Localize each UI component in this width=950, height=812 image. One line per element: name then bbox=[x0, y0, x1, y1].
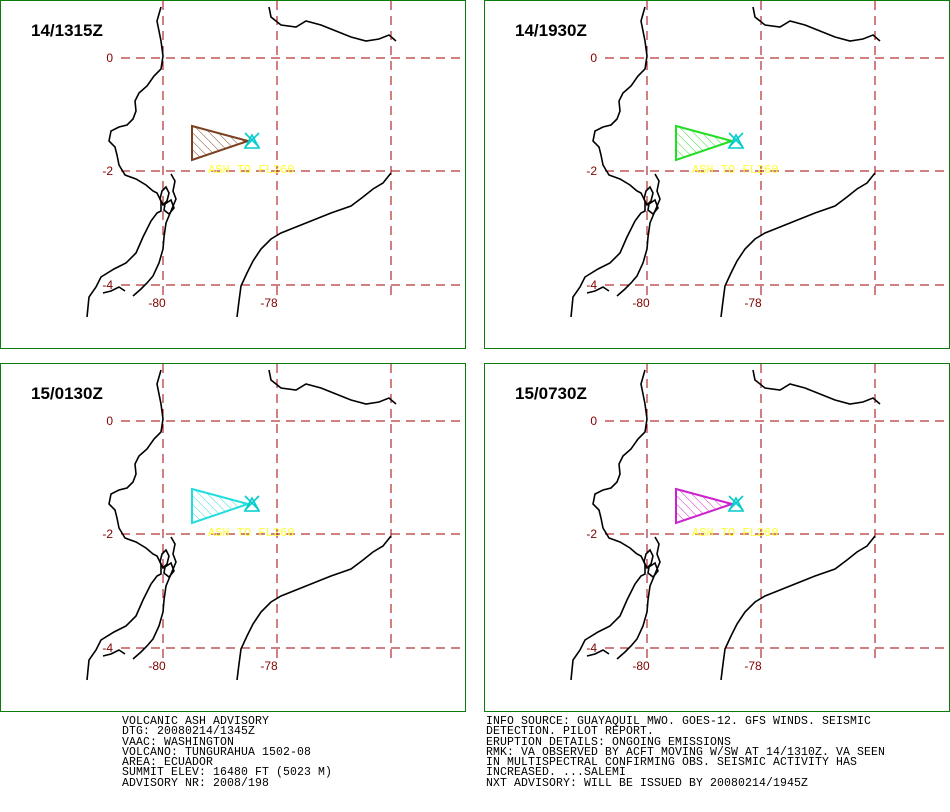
map-canvas: 0 -2 -4 -80 -78 ASH TO FL260 bbox=[86, 364, 465, 681]
latitude-label: -4 bbox=[586, 641, 597, 655]
advisory-line: VOLCANIC ASH ADVISORY bbox=[122, 715, 270, 728]
coastline-segment bbox=[586, 286, 610, 294]
coastline bbox=[86, 6, 397, 318]
longitude-label: -80 bbox=[148, 296, 166, 310]
coastline-segment bbox=[268, 369, 397, 405]
ash-cloud-polygon bbox=[675, 487, 736, 525]
map-canvas: 0 -2 -4 -80 -78 ASH TO FL260 bbox=[86, 1, 465, 318]
forecast-time-label: 14/1930Z bbox=[515, 21, 587, 40]
latitude-label: 0 bbox=[106, 51, 113, 65]
advisory-remarks-text: INFO SOURCE: GUAYAQUIL MWO. GOES-12. GFS… bbox=[486, 715, 886, 790]
coastline-segment bbox=[236, 172, 392, 318]
ash-cloud-polygon bbox=[191, 487, 252, 525]
ash-altitude-label: ASH TO FL260 bbox=[208, 526, 294, 540]
ash-altitude-label: ASH TO FL260 bbox=[692, 526, 778, 540]
coastline-segment bbox=[236, 535, 392, 681]
coastline-segment bbox=[132, 173, 177, 297]
island bbox=[163, 561, 175, 579]
advisory-line: ADVISORY NR: 2008/198 bbox=[122, 776, 270, 790]
advisory-line: DTG: 20080214/1345Z bbox=[122, 725, 256, 739]
longitude-label: -80 bbox=[148, 659, 166, 673]
latitude-label: -2 bbox=[102, 527, 113, 541]
coastline-segment bbox=[86, 369, 164, 681]
coastline-segment bbox=[132, 536, 177, 660]
coastline bbox=[570, 6, 881, 318]
latitude-label: -2 bbox=[586, 164, 597, 178]
island bbox=[643, 548, 654, 570]
latitude-label: -4 bbox=[102, 278, 113, 292]
volcano-triangle-icon bbox=[727, 495, 745, 512]
latitude-label: -4 bbox=[586, 278, 597, 292]
coastline bbox=[570, 369, 881, 681]
coastline-segment bbox=[102, 649, 126, 657]
map-panel-2: 0 -2 -4 -80 -78 ASH TO FL260 14/1930Z bbox=[484, 0, 950, 349]
coastline-segment bbox=[720, 172, 876, 318]
advisory-line: NXT ADVISORY: WILL BE ISSUED BY 20080214… bbox=[486, 776, 809, 790]
advisory-line: VAAC: WASHINGTON bbox=[122, 735, 235, 749]
longitude-label: -80 bbox=[632, 659, 650, 673]
advisory-line: ERUPTION DETAILS: ONGOING EMISSIONS bbox=[486, 735, 732, 749]
coastline-segment bbox=[752, 6, 881, 42]
map-panel-3: 0 -2 -4 -80 -78 ASH TO FL260 15/0130Z bbox=[0, 363, 466, 712]
map-canvas: 0 -2 -4 -80 -78 ASH TO FL260 bbox=[570, 1, 949, 318]
island bbox=[163, 198, 175, 216]
coastline-segment bbox=[752, 369, 881, 405]
forecast-time-label: 15/0730Z bbox=[515, 384, 587, 403]
advisory-header-text: VOLCANIC ASH ADVISORY DTG: 20080214/1345Z… bbox=[122, 715, 333, 790]
latitude-label: 0 bbox=[590, 414, 597, 428]
forecast-time-label: 15/0130Z bbox=[31, 384, 103, 403]
lat-lon-grid bbox=[605, 1, 949, 301]
coastline-segment bbox=[570, 6, 648, 318]
map-canvas: 0 -2 -4 -80 -78 ASH TO FL260 bbox=[570, 364, 949, 681]
ash-cloud-polygon bbox=[191, 124, 252, 162]
longitude-label: -78 bbox=[260, 296, 278, 310]
coastline-segment bbox=[616, 173, 661, 297]
volcano-triangle-icon bbox=[243, 132, 261, 149]
longitude-label: -80 bbox=[632, 296, 650, 310]
lat-lon-grid bbox=[121, 364, 465, 664]
ash-altitude-label: ASH TO FL260 bbox=[692, 163, 778, 177]
advisory-line: VOLCANO: TUNGURAHUA 1502-08 bbox=[122, 745, 312, 759]
lat-lon-grid bbox=[121, 1, 465, 301]
latitude-label: 0 bbox=[590, 51, 597, 65]
island bbox=[159, 548, 170, 570]
lat-lon-grid bbox=[605, 364, 949, 664]
map-panel-1: 0 -2 -4 -80 -78 ASH TO FL260 14/1315Z bbox=[0, 0, 466, 349]
advisory-line: IN MULTISPECTRAL CONFIRMING OBS. SEISMIC… bbox=[486, 756, 858, 770]
latitude-label: -2 bbox=[586, 527, 597, 541]
map-panel-4: 0 -2 -4 -80 -78 ASH TO FL260 15/0730Z bbox=[484, 363, 950, 712]
island bbox=[647, 198, 659, 216]
coastline-segment bbox=[86, 6, 164, 318]
longitude-label: -78 bbox=[744, 659, 762, 673]
longitude-label: -78 bbox=[260, 659, 278, 673]
island bbox=[643, 185, 654, 207]
coastline-segment bbox=[102, 286, 126, 294]
advisory-line: AREA: ECUADOR bbox=[122, 756, 214, 770]
ash-altitude-label: ASH TO FL260 bbox=[208, 163, 294, 177]
coastline bbox=[86, 369, 397, 681]
latitude-label: 0 bbox=[106, 414, 113, 428]
volcano-triangle-icon bbox=[727, 132, 745, 149]
advisory-line: SUMMIT ELEV: 16480 FT (5023 M) bbox=[122, 766, 333, 780]
latitude-label: -2 bbox=[102, 164, 113, 178]
ash-cloud-polygon bbox=[675, 124, 736, 162]
forecast-time-label: 14/1315Z bbox=[31, 21, 103, 40]
advisory-line: INFO SOURCE: GUAYAQUIL MWO. GOES-12. GFS… bbox=[486, 715, 872, 728]
coastline-segment bbox=[268, 6, 397, 42]
coastline-segment bbox=[616, 536, 661, 660]
advisory-line: INCREASED. ...SALEMI bbox=[486, 766, 627, 780]
island bbox=[159, 185, 170, 207]
coastline-segment bbox=[720, 535, 876, 681]
longitude-label: -78 bbox=[744, 296, 762, 310]
coastline-segment bbox=[586, 649, 610, 657]
advisory-line: DETECTION. PILOT REPORT. bbox=[486, 725, 655, 739]
coastline-segment bbox=[570, 369, 648, 681]
volcano-triangle-icon bbox=[243, 495, 261, 512]
island bbox=[647, 561, 659, 579]
advisory-line: RMK: VA OBSERVED BY ACFT MOVING W/SW AT … bbox=[486, 745, 886, 759]
latitude-label: -4 bbox=[102, 641, 113, 655]
